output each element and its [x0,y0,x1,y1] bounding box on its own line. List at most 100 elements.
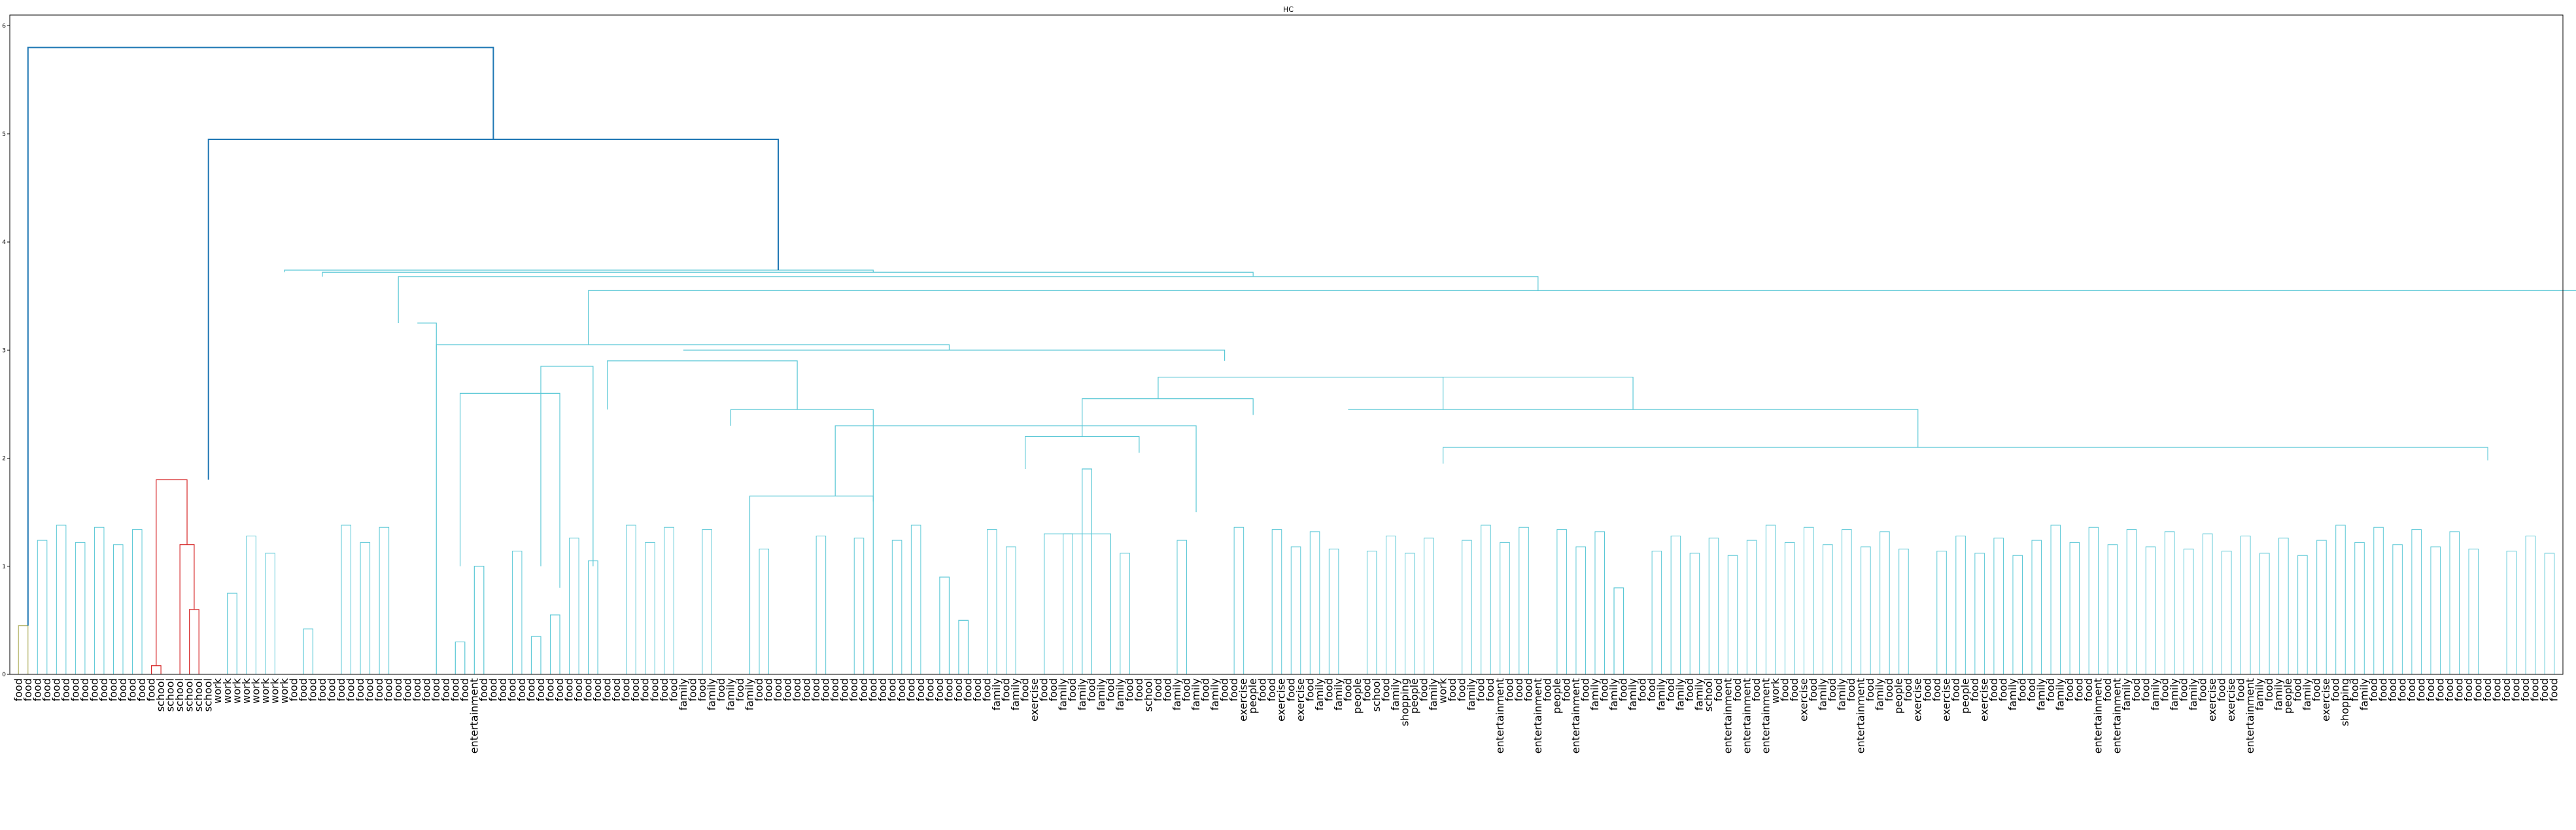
leaf-label: school [1142,678,1154,712]
leaf-label: food [1731,678,1743,701]
leaf-label: food [734,678,746,701]
leaf-label: family [1009,678,1022,710]
leaf-label: food [2519,678,2532,701]
leaf-label: food [1133,678,1145,701]
leaf-label: family [1313,678,1326,710]
dendrogram-link [179,544,195,674]
leaf-label: food [135,678,148,701]
leaf-label: food [763,678,775,701]
leaf-label: school [183,678,196,712]
leaf-label: food [563,678,575,701]
dendrogram-leaf-link [75,542,86,674]
dendrogram-link [530,636,541,674]
dendrogram-leaf-link [2392,544,2403,674]
leaf-label: food [2101,678,2114,701]
leaf-label: family [724,678,736,710]
dendrogram-leaf-link [2373,527,2384,674]
leaf-label: school [192,678,205,712]
leaf-label: food [971,678,984,701]
dendrogram-leaf-link [265,553,275,674]
dendrogram-leaf-link [1309,531,1320,674]
leaf-label: food [60,678,72,701]
dendrogram-leaf-link [132,529,143,674]
leaf-label: people [1351,678,1364,714]
leaf-label: food [69,678,81,701]
leaf-label: food [772,678,784,701]
leaf-label: exercise [1797,678,1810,721]
leaf-label: family [2273,678,2285,710]
leaf-label: food [2405,678,2418,701]
y-tick-label: 6 [2,24,6,30]
leaf-label: school [173,678,186,712]
leaf-label: food [524,678,537,701]
leaf-label: family [2035,678,2048,710]
leaf-label: exercise [1028,678,1040,721]
leaf-label: food [1152,678,1164,701]
leaf-label: food [1664,678,1677,701]
leaf-label: food [2433,678,2446,701]
leaf-label: school [1370,678,1382,712]
dendrogram-leaf-link [1176,540,1188,674]
leaf-label: food [2063,678,2076,701]
dendrogram-leaf-link [1519,527,1529,674]
leaf-label: food [1161,678,1173,701]
dendrogram-leaf-link [1746,540,1757,674]
leaf-label: food [2367,678,2380,701]
leaf-label: food [392,678,404,701]
leaf-label: work [221,678,233,703]
leaf-label: food [1484,678,1496,701]
leaf-label: food [534,678,547,701]
leaf-label: family [1209,678,1221,710]
leaf-label: family [2187,678,2199,710]
leaf-label: family [1332,678,1345,710]
leaf-label: food [639,678,651,701]
leaf-label: food [1826,678,1838,701]
leaf-label: food [1864,678,1876,701]
leaf-label: food [1522,678,1534,701]
leaf-label: food [810,678,822,701]
dendrogram-leaf-link [569,538,579,674]
leaf-label: food [1418,678,1430,701]
leaf-label: food [572,678,585,701]
leaf-label: food [354,678,366,701]
leaf-label: food [1997,678,2009,701]
dendrogram-leaf-link [987,529,997,674]
leaf-label: food [287,678,300,701]
leaf-label: school [154,678,167,712]
leaf-label: food [2130,678,2142,701]
leaf-label: food [335,678,347,701]
leaf-label: food [496,678,509,701]
leaf-label: food [1085,678,1097,701]
leaf-label: food [421,678,433,701]
leaf-label: food [1579,678,1591,701]
leaf-label: food [145,678,158,701]
dendrogram-leaf-link [1481,525,1491,674]
dendrogram-link [730,409,874,502]
leaf-label: food [306,678,318,701]
leaf-label: food [2139,678,2152,701]
leaf-label: food [88,678,100,701]
leaf-label: family [1389,678,1401,710]
leaf-label: food [1123,678,1135,701]
dendrogram-link [749,495,874,674]
dendrogram-leaf-link [2202,533,2213,674]
dendrogram-leaf-link [2107,544,2118,674]
leaf-label: food [1712,678,1725,701]
leaf-label: food [1456,678,1468,701]
dendrogram-leaf-link [379,527,390,674]
leaf-label: entertainment [468,678,480,753]
leaf-label: food [2491,678,2503,701]
leaf-label: entertainment [2092,678,2104,753]
leaf-label: food [97,678,110,701]
leaf-label: food [2510,678,2522,701]
leaf-label: food [2481,678,2494,701]
leaf-label: food [402,678,414,701]
leaf-label: food [620,678,632,701]
dendrogram-leaf-link [759,548,770,674]
leaf-label: family [1817,678,1829,710]
leaf-label: food [1883,678,1895,701]
leaf-label: food [2396,678,2408,701]
leaf-label: food [1645,678,1658,701]
leaf-label: food [316,678,328,701]
dendrogram-link [227,593,237,674]
